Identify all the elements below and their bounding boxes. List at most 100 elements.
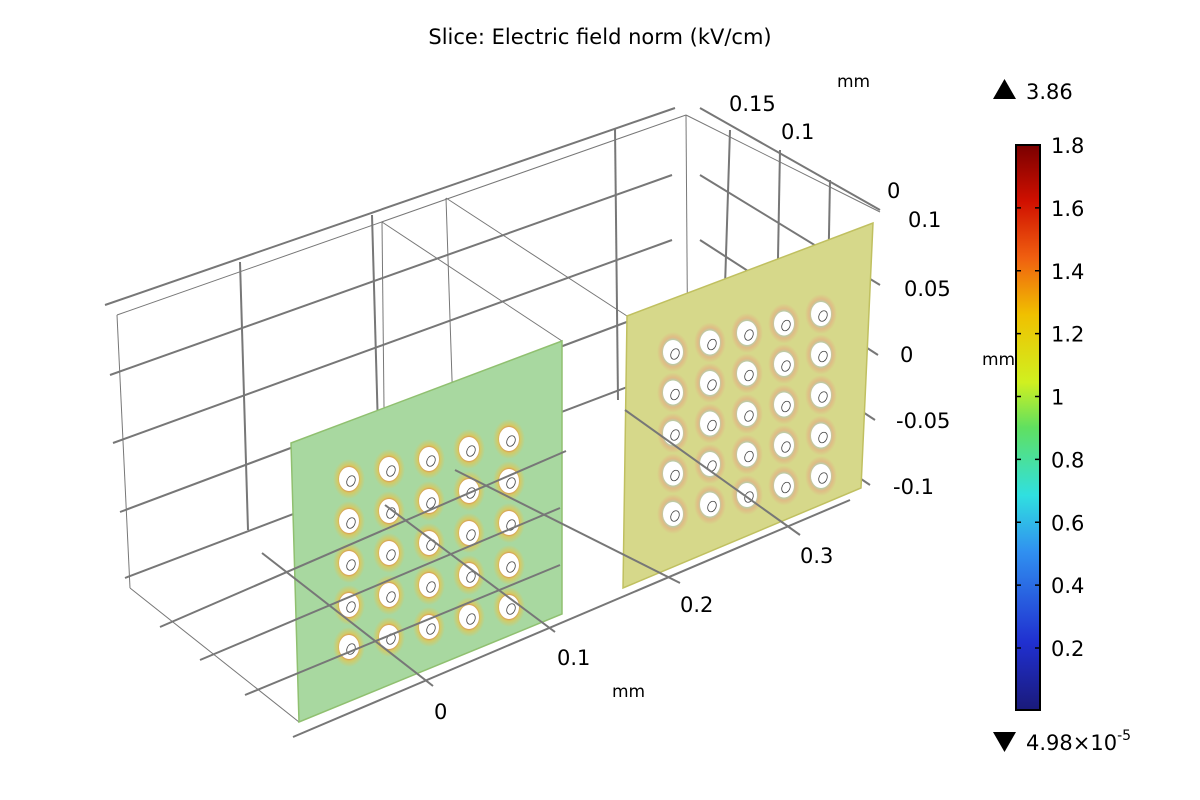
grid-line	[292, 499, 851, 738]
electrode-hole	[663, 421, 683, 445]
electrode-hole	[379, 583, 399, 607]
electrode-hole-inner	[818, 350, 828, 363]
electrode-hole	[663, 502, 683, 526]
grid-line	[104, 107, 676, 306]
electrode-hole-inner	[346, 517, 356, 529]
z-tick-3: -0.05	[896, 409, 950, 433]
electrode-hole-inner	[346, 601, 356, 613]
electrode-hole	[737, 321, 757, 345]
electrode-hole	[499, 469, 519, 493]
electrode-hole	[499, 553, 519, 577]
electrode-hole	[459, 479, 479, 503]
electrode-hole	[811, 302, 831, 326]
y-tick-2: 0	[887, 179, 900, 203]
colorbar-gradient	[1015, 144, 1041, 711]
electrode-hole-inner	[466, 487, 476, 499]
x-tick-2: 0.2	[680, 593, 713, 617]
electrode-hole-inner	[426, 623, 436, 635]
electrode-hole-inner	[781, 481, 791, 494]
electrode-hole-inner	[506, 561, 516, 573]
grid-line	[699, 107, 881, 211]
grid-line	[685, 114, 881, 213]
electrode-hole	[339, 509, 359, 533]
plot-title: Slice: Electric field norm (kV/cm)	[428, 25, 771, 49]
grid-line	[445, 197, 628, 317]
z-tick-4: -0.1	[893, 475, 934, 499]
grid-line	[454, 469, 681, 584]
grid-line	[159, 450, 567, 628]
slices	[290, 221, 874, 724]
electrode-hole	[663, 380, 683, 405]
electrode-hole	[339, 551, 359, 575]
electrode-hole-inner	[818, 472, 828, 484]
electrode-hole	[774, 352, 794, 376]
electrode-hole-inner	[426, 455, 436, 467]
electrode-hole-inner	[346, 475, 356, 487]
electrode-hole-inner	[781, 360, 791, 372]
electrode-hole	[499, 511, 519, 535]
colorbar-tick-label: 1	[1051, 386, 1064, 410]
electrode-hole-inner	[466, 529, 476, 541]
colorbar-tick-label: 0.6	[1051, 511, 1084, 535]
electrode-hole-inner	[707, 500, 717, 513]
electrode-hole	[459, 605, 479, 629]
electrode-hole-inner	[386, 549, 396, 561]
electrode-hole	[774, 311, 794, 336]
electrode-hole-inner	[386, 465, 396, 477]
electrode-hole-inner	[781, 400, 791, 413]
colorbar-max-label: 3.86	[1026, 80, 1073, 104]
electrode-hole-inner	[744, 450, 754, 463]
electrode-hole-inner	[670, 469, 680, 482]
colorbar-tick-label: 1.2	[1051, 323, 1084, 347]
electrode-hole	[774, 473, 794, 498]
z-tick-0: 0.1	[908, 208, 941, 232]
electrode-hole	[811, 423, 831, 448]
electrode-hole	[811, 342, 831, 367]
electrode-hole	[774, 433, 794, 457]
electrode-hole-inner	[744, 410, 754, 422]
z-axis-unit: mm	[982, 350, 1015, 370]
electrode-hole	[379, 625, 399, 649]
grid-line	[384, 504, 556, 633]
electrode-hole	[737, 402, 757, 426]
electrode-hole	[737, 483, 757, 507]
colorbar-min-base: 4.98×10	[1026, 731, 1117, 755]
electrode-hole	[459, 437, 479, 461]
grid-line	[244, 564, 561, 696]
electrode-hole-inner	[707, 419, 717, 432]
electrode-hole-inner	[506, 603, 516, 615]
electrode-hole	[700, 452, 720, 476]
colorbar-tick-label: 1.6	[1051, 197, 1084, 221]
electrode-hole	[663, 461, 683, 486]
electrode-hole	[499, 427, 519, 451]
electrode-hole-inner	[818, 431, 828, 444]
electrode-hole-inner	[670, 348, 680, 360]
electrode-hole-inner	[466, 613, 476, 625]
electrode-hole	[419, 489, 439, 513]
electrode-hole	[339, 635, 359, 659]
electrode-hole	[811, 464, 831, 488]
electrode-hole	[774, 392, 794, 417]
slice-2	[622, 221, 874, 590]
electrode-hole-inner	[466, 445, 476, 457]
grid-line	[381, 221, 563, 342]
electrode-hole	[379, 541, 399, 565]
grid-line	[624, 409, 801, 536]
colorbar-tick-label: 1.4	[1051, 260, 1084, 284]
colorbar-tick-label: 1.8	[1051, 134, 1084, 158]
grid-line	[116, 314, 131, 589]
electrode-hole-inner	[818, 310, 828, 322]
electrode-hole	[700, 330, 720, 355]
electrode-hole	[459, 521, 479, 545]
electrode-hole	[419, 447, 439, 471]
y-tick-1: 0.1	[781, 120, 814, 144]
electrode-hole-inner	[818, 391, 828, 403]
colorbar-tick-label: 0.2	[1051, 637, 1084, 661]
grid-line	[129, 587, 300, 723]
electrode-hole-inner	[670, 429, 680, 441]
grid-line	[109, 174, 673, 376]
max-triangle-icon	[993, 79, 1016, 99]
x-axis-unit: mm	[612, 682, 645, 702]
electrode-hole-inner	[781, 441, 791, 453]
